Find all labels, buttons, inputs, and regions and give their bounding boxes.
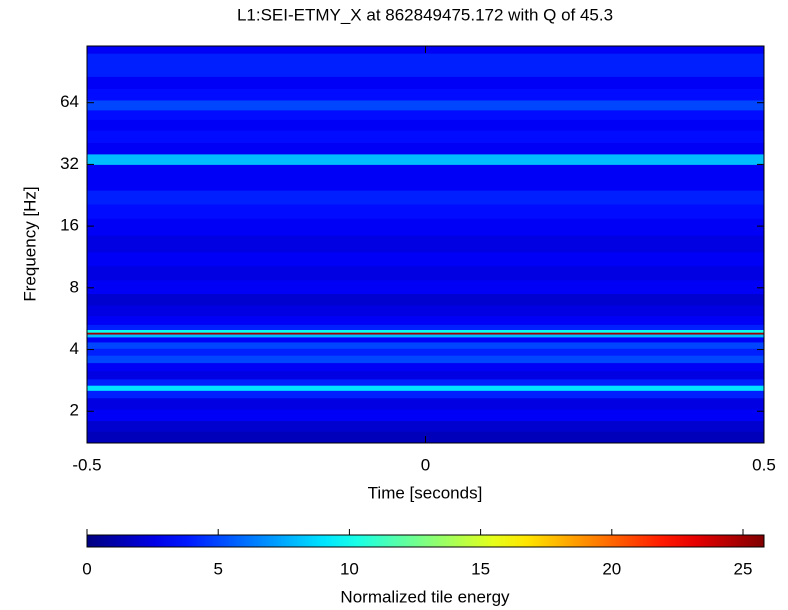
heatmap-band: [87, 266, 764, 281]
heatmap-band: [87, 88, 764, 101]
x-tick-label: -0.5: [72, 455, 101, 474]
colorbar-tick-label: 0: [82, 559, 91, 578]
y-tick-label: 4: [70, 339, 79, 358]
heatmap-band: [87, 280, 764, 295]
heatmap-band: [87, 348, 764, 356]
heatmap-band: [87, 332, 764, 335]
heatmap-band: [87, 235, 764, 253]
y-tick-label: 64: [60, 92, 79, 111]
heatmap-band: [87, 337, 764, 343]
colorbar: [86, 534, 765, 548]
y-tick-label: 32: [60, 154, 79, 173]
colorbar-tick-label: 10: [340, 559, 359, 578]
heatmap-band: [87, 324, 764, 330]
heatmap-band: [87, 362, 764, 372]
heatmap-band: [87, 342, 764, 349]
heatmap-band: [87, 154, 764, 165]
colorbar-tick-label: 20: [602, 559, 621, 578]
heatmap-band: [87, 119, 764, 131]
heatmap-band: [87, 176, 764, 191]
x-tick-label: 0: [421, 455, 430, 474]
heatmap-band: [87, 204, 764, 219]
heatmap-band: [87, 420, 764, 432]
heatmap-band: [87, 315, 764, 325]
heatmap-band: [87, 64, 764, 77]
heatmap-band: [87, 53, 764, 65]
colorbar-tick-label: 25: [734, 559, 753, 578]
heatmap-band: [87, 100, 764, 111]
x-axis-label: Time [seconds]: [368, 483, 483, 502]
heatmap-band: [87, 305, 764, 317]
heatmap-band: [87, 329, 764, 333]
heatmap-band: [87, 252, 764, 267]
chart-title: L1:SEI-ETMY_X at 862849475.172 with Q of…: [237, 5, 613, 24]
y-tick-label: 16: [60, 216, 79, 235]
heatmap-band: [87, 385, 764, 391]
plot-area: [87, 46, 764, 443]
x-tick-label: 0.5: [752, 455, 776, 474]
y-tick-label: 8: [70, 277, 79, 296]
heatmap-band: [87, 409, 764, 422]
heatmap-band: [87, 164, 764, 177]
heatmap-band: [87, 76, 764, 90]
heatmap-band: [87, 334, 764, 338]
heatmap-band: [87, 293, 764, 306]
heatmap-band: [87, 379, 764, 386]
y-axis-label: Frequency [Hz]: [20, 186, 39, 301]
heatmap-band: [87, 110, 764, 120]
heatmap-band: [87, 218, 764, 236]
colorbar-label: Normalized tile energy: [340, 587, 510, 606]
heatmap-band: [87, 142, 764, 155]
heatmap-band: [87, 130, 764, 143]
heatmap-band: [87, 390, 764, 399]
heatmap-band: [87, 355, 764, 364]
colorbar-tick-label: 15: [471, 559, 490, 578]
y-tick-label: 2: [70, 401, 79, 420]
colorbar-tick-label: 5: [213, 559, 222, 578]
heatmap-band: [87, 190, 764, 205]
heatmap-band: [87, 397, 764, 410]
heatmap-band: [87, 370, 764, 380]
